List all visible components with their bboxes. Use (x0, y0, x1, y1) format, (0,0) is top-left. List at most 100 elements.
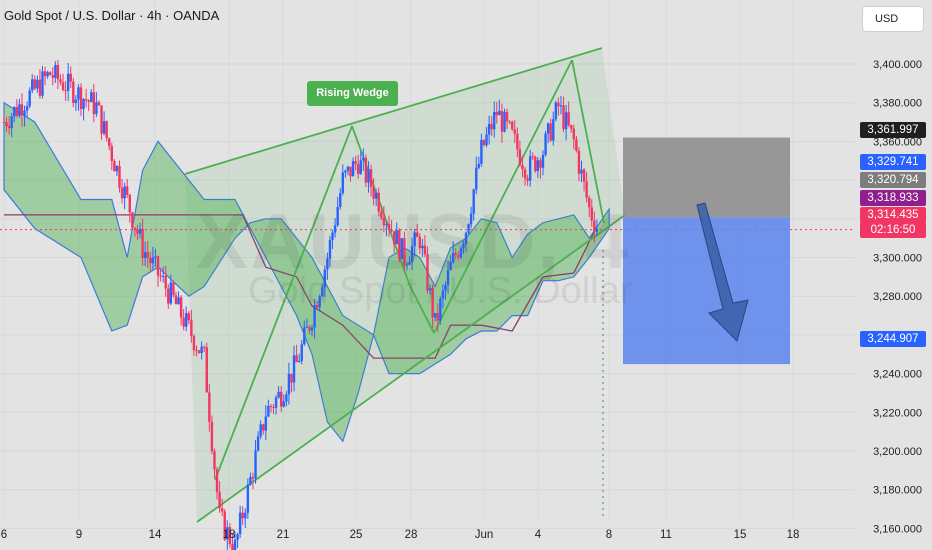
candle-body (434, 313, 437, 318)
candle-body (477, 163, 481, 168)
candle-body (526, 178, 529, 181)
candle-body (195, 350, 198, 352)
candle-body (459, 248, 463, 258)
candle-body (25, 106, 29, 111)
candle-body (74, 99, 78, 104)
candle-body (503, 111, 506, 132)
candle-body (138, 228, 142, 234)
candle-body (269, 405, 273, 407)
candle-body (449, 262, 452, 271)
candle-body (588, 197, 591, 208)
candle-body (185, 313, 188, 327)
candle-body (108, 138, 111, 147)
candle-body (369, 169, 373, 188)
candle-body (251, 477, 255, 479)
candle-body (513, 129, 516, 134)
y-tick-label: 3,360.000 (873, 136, 922, 148)
candle-body (328, 239, 332, 259)
candle-body (205, 347, 208, 393)
candle-body (187, 313, 190, 321)
candle-body (590, 207, 593, 221)
candle-body (15, 107, 19, 116)
candle-body (508, 121, 511, 123)
take-profit-price-tag: 3,244.907 (860, 331, 926, 347)
currency-button[interactable]: USD (862, 6, 924, 32)
candle-body (575, 139, 578, 151)
x-tick-label: 18 (787, 529, 800, 541)
short-position-tool[interactable] (623, 137, 790, 365)
down-arrow-icon[interactable] (696, 202, 749, 342)
candle-body (203, 346, 206, 348)
candle-body (385, 224, 388, 226)
candle-body (467, 224, 470, 233)
x-tick-label: 6 (1, 529, 7, 541)
candle-body (92, 92, 96, 115)
candle-body (493, 112, 496, 130)
candle-body (559, 105, 563, 107)
candle-body (102, 121, 106, 134)
candle-body (380, 211, 383, 218)
cloud-area (3, 101, 610, 443)
candle-body (220, 508, 224, 512)
candle-body (498, 110, 501, 116)
candle-body (110, 146, 113, 161)
candle-body (295, 355, 298, 363)
time-axis[interactable]: 6 9 14 18 21 25 28 Jun 4 8 11 15 18 (1, 529, 800, 541)
x-tick-label: 28 (405, 529, 418, 541)
candle-body (313, 304, 316, 328)
candle-body (439, 298, 442, 321)
x-tick-label: 4 (535, 529, 542, 541)
candle-body (580, 169, 583, 174)
candle-body (197, 350, 201, 354)
candle-body (179, 297, 183, 318)
candle-body (487, 123, 491, 135)
candle-body (421, 245, 424, 249)
candle-body (395, 230, 398, 245)
base-line (4, 214, 598, 359)
wedge-swing-line[interactable] (571, 59, 605, 224)
x-tick-label: 11 (660, 529, 672, 541)
candle-body (392, 231, 396, 245)
candle-body (539, 160, 542, 168)
y-tick-label: 3,400.000 (873, 59, 922, 71)
candle-body (280, 391, 283, 407)
x-tick-label: 18 (223, 529, 236, 541)
candle-body (475, 167, 478, 190)
risk-zone[interactable] (623, 137, 790, 218)
candle-body (511, 121, 514, 130)
candle-body (305, 326, 309, 328)
candle-body (218, 492, 221, 509)
candle-body (233, 539, 237, 550)
candle-body (43, 71, 47, 77)
candle-body (536, 160, 540, 171)
candle-body (120, 187, 124, 199)
candle-body (228, 527, 232, 545)
candle-body (115, 165, 119, 172)
wedge-trendline[interactable] (196, 214, 626, 523)
candle-body (10, 116, 13, 129)
candle-body (151, 257, 155, 264)
candle-body (582, 169, 586, 182)
candle-body (215, 469, 219, 493)
wedge-swing-line[interactable] (409, 285, 435, 334)
candle-body (262, 424, 265, 431)
candle-body (490, 123, 493, 130)
wedge-swing-line[interactable] (433, 59, 573, 334)
x-tick-label: 21 (277, 529, 290, 541)
candle-body (190, 320, 193, 337)
candle-body (544, 133, 547, 155)
candle-body (5, 122, 8, 127)
candle-body (79, 87, 83, 109)
candle-body (23, 110, 26, 116)
candle-body (416, 232, 419, 237)
candle-body (238, 512, 242, 535)
wedge-trendline[interactable] (184, 47, 603, 175)
candle-body (18, 104, 21, 116)
candle-body (192, 336, 196, 351)
candle-body (254, 450, 257, 479)
wedge-swing-line[interactable] (214, 125, 353, 481)
candle-body (161, 275, 165, 277)
candle-body (339, 193, 342, 207)
